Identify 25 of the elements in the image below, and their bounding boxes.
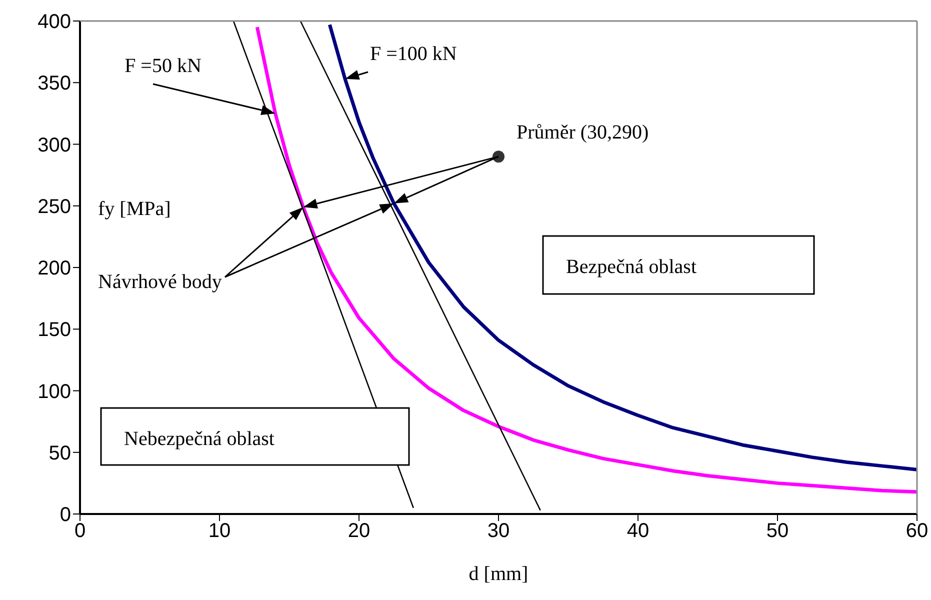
x-tick-label: 0: [74, 520, 86, 542]
y-tick-label: 150: [38, 319, 71, 342]
y-tick-label: 350: [38, 72, 71, 95]
y-tick-label: 250: [38, 196, 71, 218]
x-tick-label: 60: [906, 520, 928, 542]
line-series: [328, 22, 917, 472]
x-tick-label: 50: [766, 520, 789, 542]
annotation: Bezpečná oblast: [566, 256, 697, 278]
annotation: Nebezpečná oblast: [124, 428, 275, 450]
y-tick-label: 100: [38, 380, 71, 403]
y-axis-title: fy [MPa]: [98, 198, 171, 220]
y-tick-label: 0: [60, 504, 71, 526]
x-tick-label: 20: [348, 520, 370, 542]
annotation: Průměr (30,290): [516, 122, 649, 144]
y-tick-label: 200: [38, 258, 71, 280]
series-label: F =100 kN: [370, 43, 457, 65]
y-tick-label: 300: [38, 134, 71, 156]
x-tick-label: 30: [487, 520, 510, 542]
x-axis-title: d [mm]: [468, 563, 528, 585]
x-tick-label: 10: [208, 520, 231, 542]
x-tick-label: 40: [626, 520, 650, 542]
y-tick-label: 50: [48, 442, 71, 464]
y-tick-label: 400: [38, 11, 71, 34]
text: F =50 kN: [124, 55, 202, 77]
annotation: Návrhové body: [98, 271, 222, 293]
